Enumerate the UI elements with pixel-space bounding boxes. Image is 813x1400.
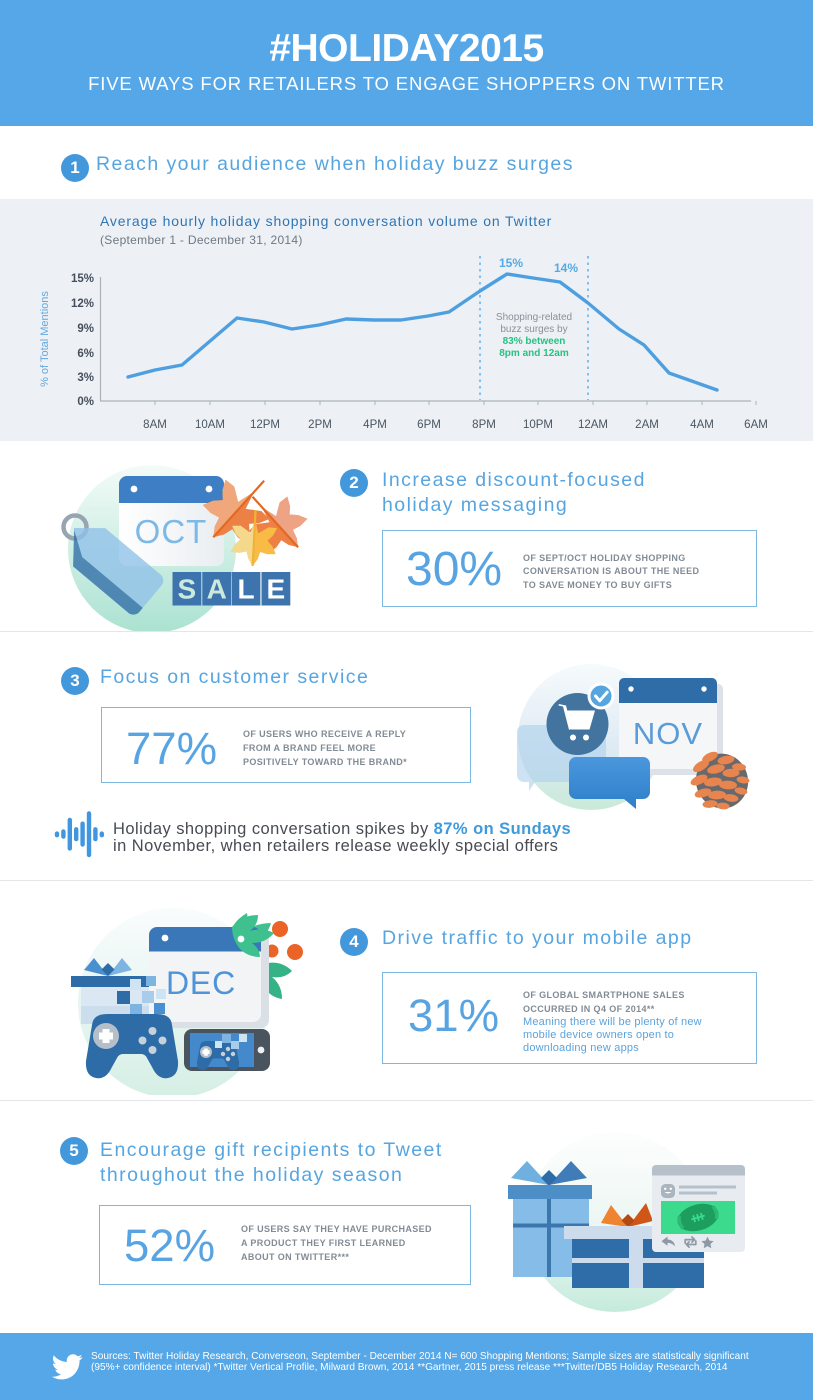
svg-text:L: L [237,574,254,605]
svg-text:14%: 14% [554,261,578,275]
svg-text:4PM: 4PM [363,419,387,431]
svg-text:OCT: OCT [135,513,208,550]
svg-text:12AM: 12AM [578,419,608,431]
svg-text:6%: 6% [77,348,94,360]
svg-text:2PM: 2PM [308,419,332,431]
svg-text:10AM: 10AM [195,419,225,431]
svg-text:15%: 15% [499,256,523,270]
svg-text:3%: 3% [77,372,94,384]
svg-text:S: S [178,574,197,605]
svg-text:4AM: 4AM [690,419,714,431]
svg-text:10PM: 10PM [523,419,553,431]
svg-text:0%: 0% [77,396,94,408]
svg-text:A: A [207,574,227,605]
svg-text:8pm and 12am: 8pm and 12am [499,348,569,359]
svg-text:9%: 9% [77,323,94,335]
svg-text:8AM: 8AM [143,419,167,431]
svg-text:6PM: 6PM [417,419,441,431]
svg-text:83% between: 83% between [503,336,566,347]
svg-text:12%: 12% [71,298,94,310]
svg-text:15%: 15% [71,273,94,285]
svg-text:12PM: 12PM [250,419,280,431]
svg-text:NOV: NOV [633,716,703,751]
svg-text:buzz surges by: buzz surges by [500,324,567,335]
svg-text:8PM: 8PM [472,419,496,431]
svg-text:2AM: 2AM [635,419,659,431]
svg-text:% of Total Mentions: % of Total Mentions [39,291,51,387]
svg-text:Shopping-related: Shopping-related [496,312,572,323]
svg-text:DEC: DEC [166,965,236,1001]
svg-text:6AM: 6AM [744,419,768,431]
svg-text:E: E [267,574,286,605]
